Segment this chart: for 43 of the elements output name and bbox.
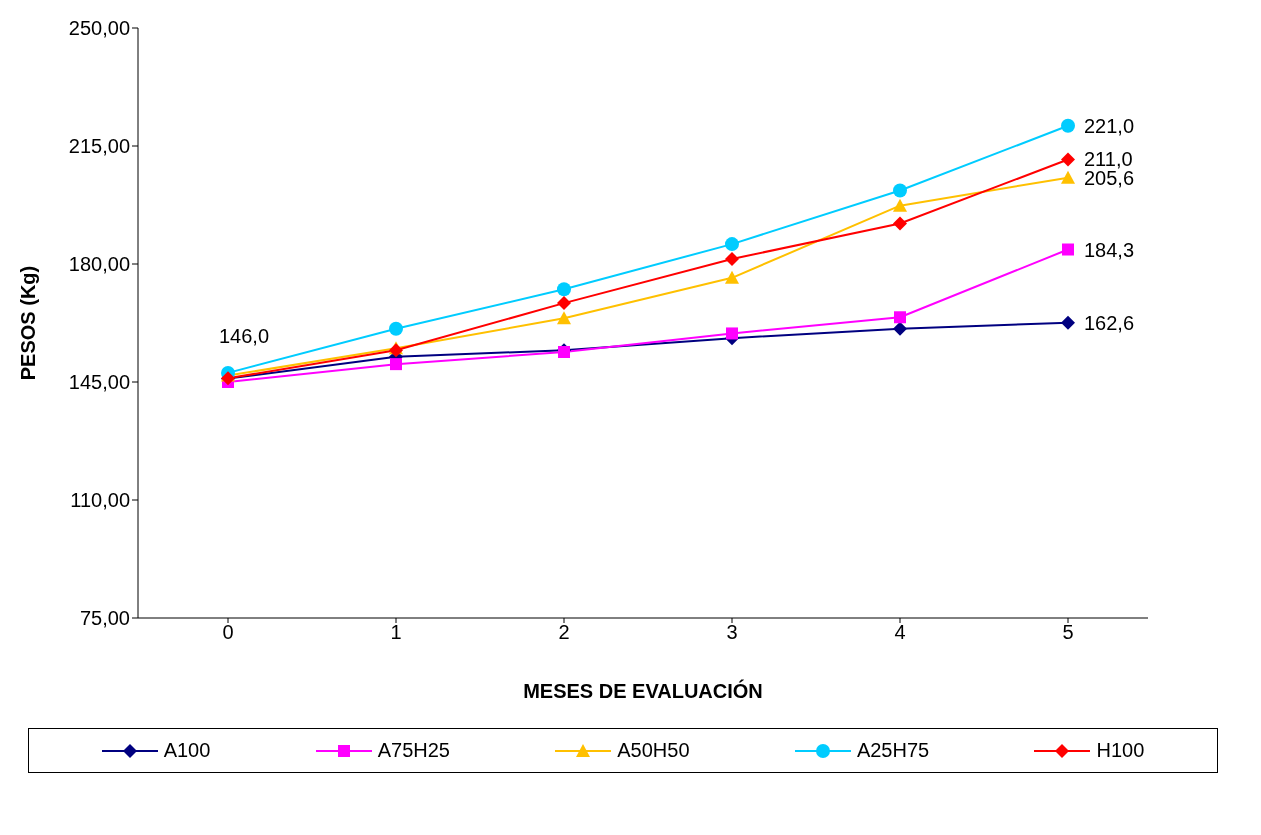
y-tick-label: 75,00 xyxy=(79,607,130,630)
point xyxy=(390,358,402,371)
point xyxy=(725,270,739,284)
point xyxy=(893,216,907,231)
point xyxy=(893,183,907,198)
data-label: 162,6 xyxy=(1084,311,1135,334)
point xyxy=(893,321,907,336)
y-tick-label: 250,00 xyxy=(68,17,130,40)
point xyxy=(725,237,739,252)
x-tick-label: 1 xyxy=(390,621,402,644)
data-label: 184,3 xyxy=(1084,238,1135,261)
x-tick-label: 5 xyxy=(1062,621,1074,644)
x-tick-label: 3 xyxy=(726,621,738,644)
y-axis-title: PESOS (Kg) xyxy=(17,265,40,381)
y-tick-label: 110,00 xyxy=(70,489,130,512)
legend-label: A25H75 xyxy=(856,739,930,762)
point xyxy=(1061,152,1075,167)
legend-label: A100 xyxy=(163,739,211,762)
point xyxy=(726,327,738,340)
x-axis-title: MESES DE EVALUACIÓN xyxy=(523,679,763,702)
point xyxy=(557,282,571,297)
y-tick-label: 145,00 xyxy=(68,371,130,394)
point xyxy=(1062,243,1074,256)
data-label: 221,0 xyxy=(1084,114,1135,137)
point xyxy=(894,311,906,324)
x-tick-label: 4 xyxy=(894,621,906,644)
x-tick-label: 2 xyxy=(558,621,570,644)
point xyxy=(1061,170,1075,184)
data-label: 211,0 xyxy=(1084,148,1133,171)
point xyxy=(893,198,907,212)
point xyxy=(557,296,571,311)
legend-label: A50H50 xyxy=(617,739,690,762)
x-tick-label: 0 xyxy=(222,621,234,644)
y-tick-label: 215,00 xyxy=(68,135,130,158)
point xyxy=(389,321,403,336)
legend-label: A75H25 xyxy=(377,739,450,762)
point xyxy=(1061,315,1075,330)
point xyxy=(557,311,571,325)
point xyxy=(725,251,739,266)
data-label: 146,0 xyxy=(218,324,270,347)
legend-label: H100 xyxy=(1096,739,1145,762)
point xyxy=(1061,118,1075,133)
y-tick-label: 180,00 xyxy=(68,253,130,276)
